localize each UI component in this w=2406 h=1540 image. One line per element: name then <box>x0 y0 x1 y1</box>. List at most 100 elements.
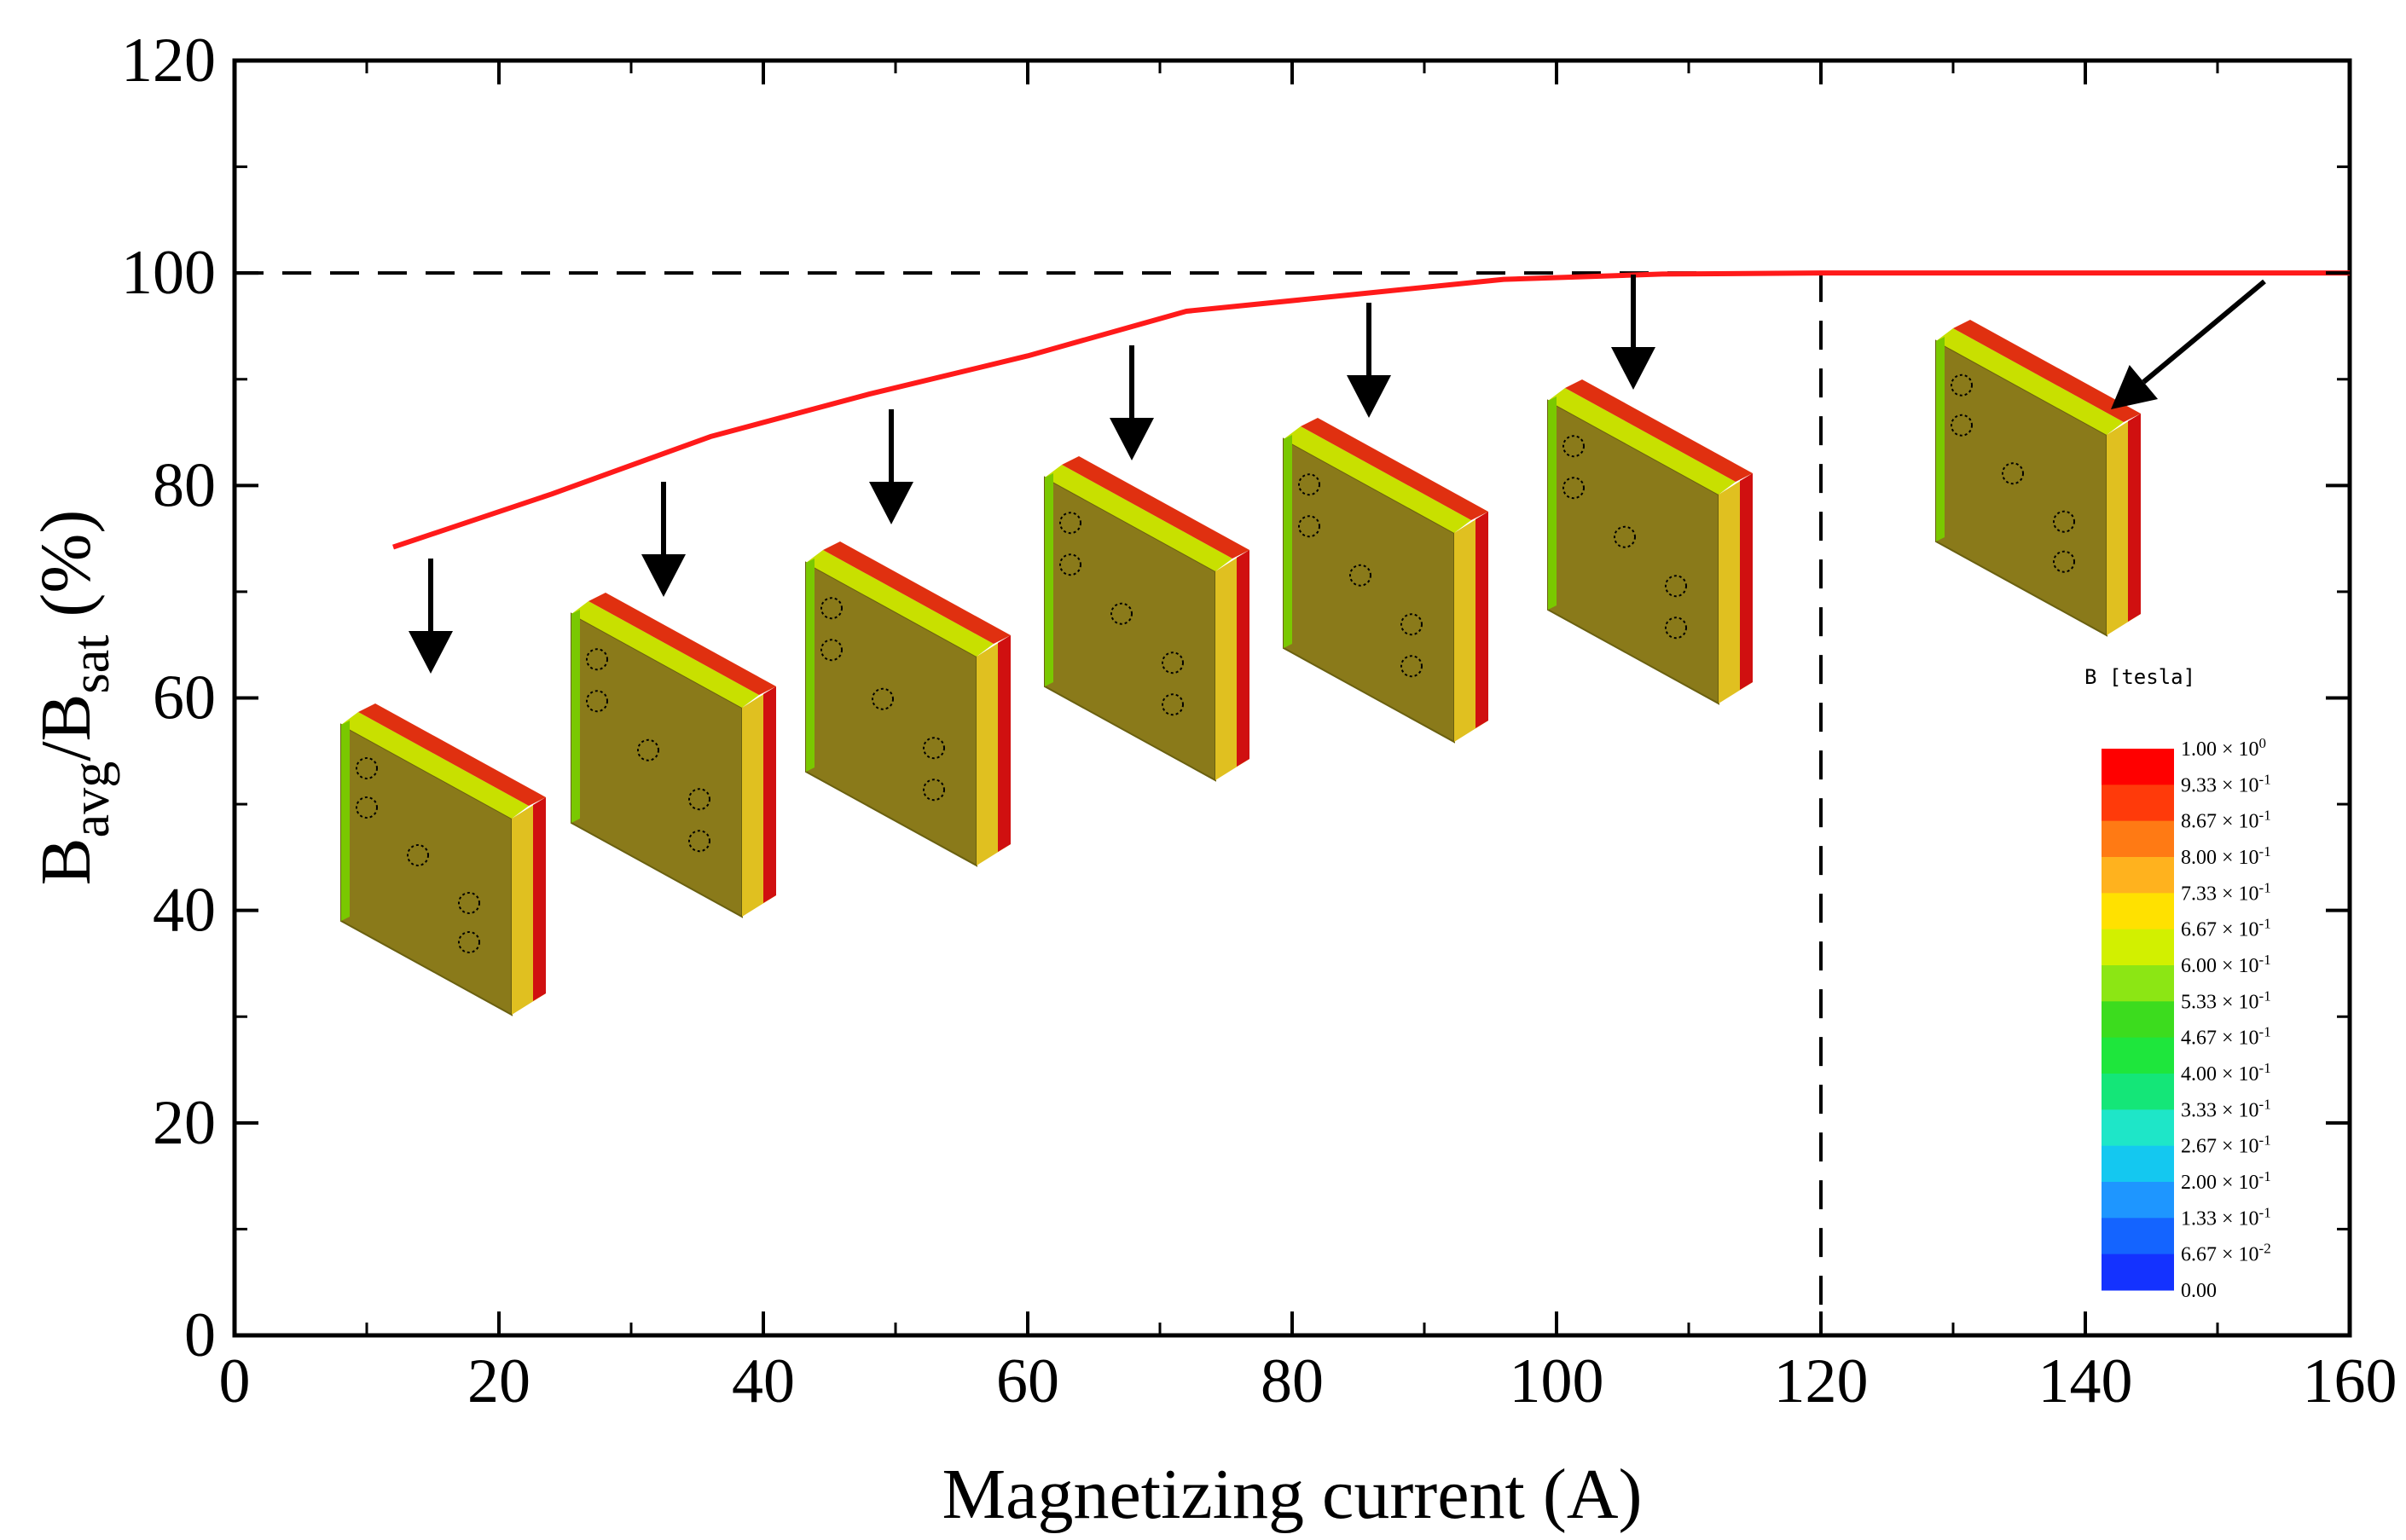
inset-hole <box>586 690 608 713</box>
y-tick-label-0: 0 <box>184 1300 216 1370</box>
inset-hole <box>1298 473 1320 496</box>
colorbar-title: B [tesla] <box>2084 665 2195 689</box>
colorbar-label-3: 8.00 × 10-1 <box>2181 843 2271 869</box>
x-axis-title: Magnetizing current (A) <box>942 1455 1642 1534</box>
colorbar-label-1: 9.33 × 10-1 <box>2181 771 2271 796</box>
inset-block-2 <box>571 593 776 918</box>
colorbar-label-0: 1.00 × 100 <box>2181 735 2266 761</box>
inset-hole <box>1665 617 1687 640</box>
inset-top-red <box>358 703 546 806</box>
colorbar-label-mantissa: 1.00 × 10 <box>2181 738 2259 761</box>
y-axis-title-unit: (%) <box>26 510 106 635</box>
inset-top-red <box>588 593 776 695</box>
inset-hole <box>1162 651 1184 674</box>
y-axis-title-sub1: avg <box>62 761 120 838</box>
colorbar-label-mantissa: 6.00 × 10 <box>2181 955 2259 977</box>
series-lines <box>392 270 2350 550</box>
colorbar-label-exponent: -1 <box>2259 1204 2271 1220</box>
colorbar-swatch-4 <box>2102 893 2174 930</box>
y-axis-title-sep: /B <box>26 693 106 761</box>
colorbar-label-mantissa: 8.67 × 10 <box>2181 811 2259 833</box>
arrow-head <box>869 482 913 524</box>
colorbar-label-12: 2.00 × 10-1 <box>2181 1168 2271 1194</box>
colorbar-swatch-12 <box>2102 1182 2174 1219</box>
colorbar-label-mantissa: 2.00 × 10 <box>2181 1172 2259 1194</box>
y-tick-label-120: 120 <box>121 26 216 96</box>
inset-hole <box>2053 510 2075 533</box>
colorbar-label-2: 8.67 × 10-1 <box>2181 808 2271 833</box>
inset-edge <box>1936 337 1945 541</box>
inset-hole <box>1298 515 1320 538</box>
y-tick-label-80: 80 <box>153 450 216 520</box>
colorbar-label-9: 4.00 × 10-1 <box>2181 1060 2271 1086</box>
inset-hole <box>688 830 710 853</box>
arrow-head <box>1110 418 1154 460</box>
inset-side-red <box>2128 414 2141 622</box>
inset-hole <box>356 796 378 819</box>
inset-side-red <box>1475 512 1488 728</box>
inset-hole <box>2053 550 2075 573</box>
inset-hole <box>458 892 480 914</box>
arrow-head <box>2111 365 2159 409</box>
colorbar-label-exponent: -1 <box>2259 1024 2271 1040</box>
inset-edge <box>571 610 580 823</box>
inset-block-7 <box>1935 320 2141 637</box>
x-tick-label-20: 20 <box>467 1346 530 1416</box>
inset-hole <box>1400 655 1423 678</box>
x-tick-label-160: 160 <box>2303 1346 2397 1416</box>
inset-hole <box>1059 512 1081 535</box>
inset-top-yellow <box>341 712 529 819</box>
x-tick-label-120: 120 <box>1774 1346 1869 1416</box>
y-tick-label-40: 40 <box>153 876 216 946</box>
annotation-arrow-2 <box>641 482 686 597</box>
colorbar-label-exponent: -1 <box>2259 1096 2271 1112</box>
colorbar-swatch-5 <box>2102 929 2174 966</box>
inset-hole <box>1614 525 1636 548</box>
colorbar-label-exponent: -1 <box>2259 1060 2271 1076</box>
inset-top-red <box>1565 379 1753 482</box>
colorbar-label-mantissa: 6.67 × 10 <box>2181 1244 2259 1266</box>
colorbar-label-exponent: -2 <box>2259 1241 2271 1257</box>
inset-hole <box>872 687 894 710</box>
y-axis-title-b1: B <box>26 837 106 885</box>
inset-hole <box>586 648 608 671</box>
colorbar-label-mantissa: 4.00 × 10 <box>2181 1063 2259 1086</box>
inset-block-4 <box>1044 456 1249 782</box>
colorbar-label-mantissa: 7.33 × 10 <box>2181 883 2259 905</box>
inset-edge <box>806 559 815 772</box>
colorbar-label-exponent: -1 <box>2259 843 2271 860</box>
colorbar-label-4: 7.33 × 10-1 <box>2181 879 2271 905</box>
arrow-shaft <box>2142 279 2266 385</box>
inset-edge <box>341 721 350 921</box>
x-tick-label-100: 100 <box>1510 1346 1604 1416</box>
colorbar-label-exponent: -1 <box>2259 771 2271 787</box>
colorbar-label-exponent: -1 <box>2259 1168 2271 1184</box>
inset-top-yellow <box>571 601 759 708</box>
colorbar-swatch-14 <box>2102 1253 2174 1291</box>
inset-edge <box>1045 473 1053 686</box>
colorbar-label-mantissa: 2.67 × 10 <box>2181 1136 2259 1158</box>
colorbar-swatch-8 <box>2102 1037 2174 1074</box>
inset-hole <box>637 738 659 761</box>
y-tick-label-60: 60 <box>153 663 216 733</box>
colorbar-swatch-6 <box>2102 965 2174 1002</box>
inset-block-1 <box>340 703 546 1016</box>
inset-hole <box>1562 477 1585 500</box>
colorbar-label-mantissa: 1.33 × 10 <box>2181 1207 2259 1230</box>
annotation-arrow-4 <box>1110 345 1154 460</box>
inset-side-red <box>998 635 1011 852</box>
colorbar-label-exponent: -1 <box>2259 879 2271 895</box>
colorbar-label-mantissa: 6.67 × 10 <box>2181 919 2259 941</box>
arrow-head <box>1347 375 1391 418</box>
inset-hole <box>1951 373 1973 397</box>
annotation-arrow-7 <box>2111 279 2266 409</box>
inset-top-yellow <box>1936 328 2124 435</box>
colorbar-label-mantissa: 3.33 × 10 <box>2181 1099 2259 1121</box>
colorbar-label-11: 2.67 × 10-1 <box>2181 1132 2271 1158</box>
inset-hole <box>1562 435 1585 458</box>
inset-edge <box>1548 397 1557 610</box>
inset-hole <box>820 639 843 662</box>
x-tick-label-80: 80 <box>1261 1346 1324 1416</box>
colorbar-label-mantissa: 9.33 × 10 <box>2181 774 2259 796</box>
inset-side-red <box>1740 473 1753 690</box>
